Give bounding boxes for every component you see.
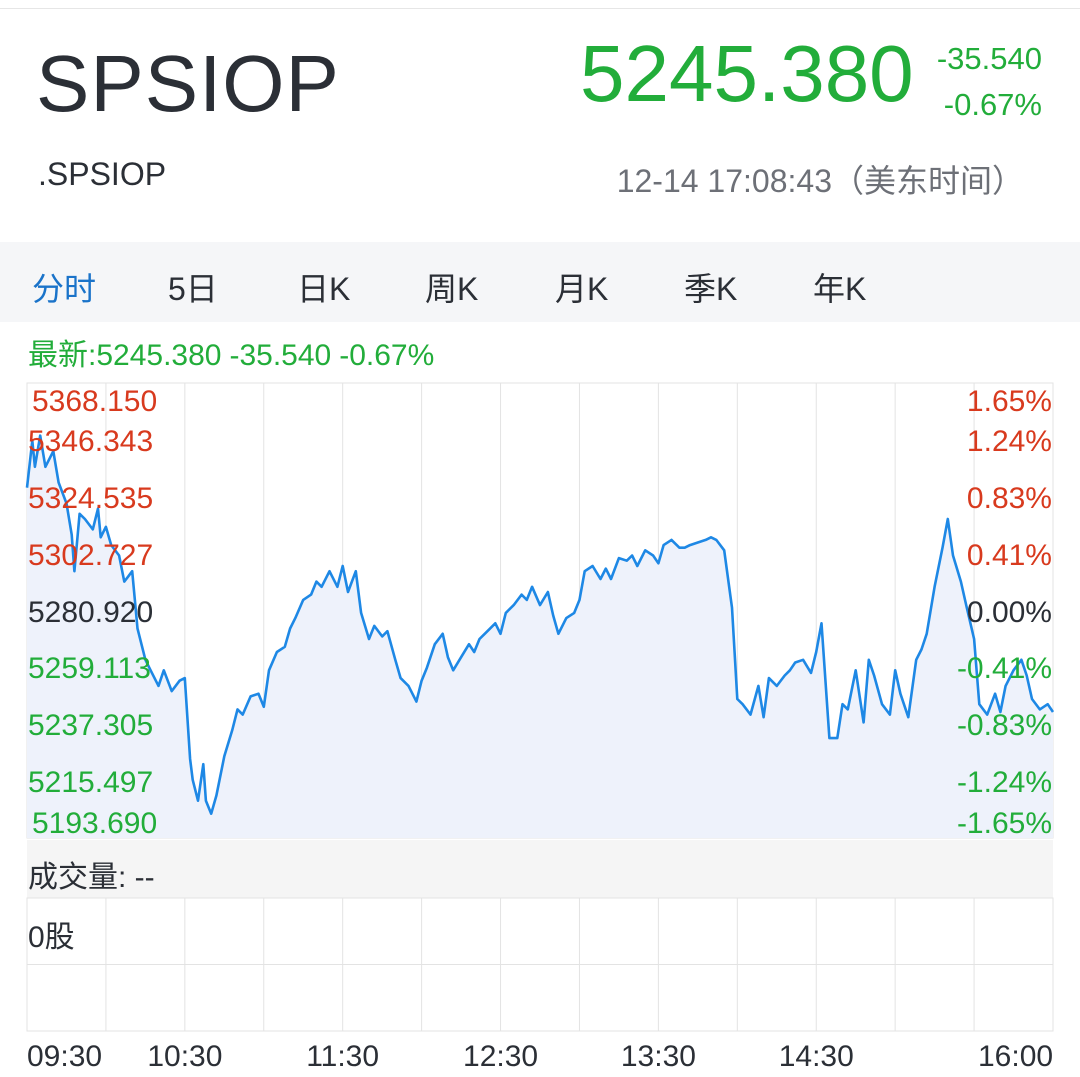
tab-daily-k[interactable]: 日K [297,271,351,307]
latest-quote-line: 最新:5245.380 -35.540 -0.67% [28,330,442,374]
y-axis-percent-label: 0.83% [967,482,1052,515]
y-axis-percent-label: -0.41% [957,652,1052,685]
tab-weekly-k[interactable]: 周K [425,271,479,307]
tab-yearly-k[interactable]: 年K [813,271,867,307]
x-axis-time-label: 11:30 [306,1040,380,1073]
stock-code: .SPSIOP [38,156,167,192]
y-axis-price-label: 5259.113 [28,652,151,685]
current-price: 5245.380 [580,29,914,118]
y-axis-price-label: 5237.305 [28,709,153,742]
volume-header-bar [27,840,1053,898]
x-axis-time-label: 10:30 [147,1040,223,1073]
price-change: -35.540 [936,41,1042,76]
x-axis-time-label: 14:30 [778,1040,854,1073]
price-change-block: -35.540 -0.67% [937,36,1042,128]
period-tab-bar [0,242,1080,322]
y-axis-percent-label: -1.65% [957,807,1052,840]
y-axis-percent-label: 0.00% [967,596,1052,629]
y-axis-price-label: 5215.497 [28,766,153,799]
stock-symbol: SPSIOP [36,39,340,128]
x-axis-time-label: 13:30 [620,1040,696,1073]
tab-quarterly-k[interactable]: 季K [684,271,738,307]
x-axis-time-label: 09:30 [27,1040,103,1073]
price-area-fill [27,435,1053,838]
y-axis-price-label: 5346.343 [28,425,153,458]
y-axis-price-label: 5280.920 [28,596,153,629]
quote-timestamp: 12-14 17:08:43（美东时间） [616,163,1024,199]
y-axis-percent-label: 1.24% [967,425,1052,458]
latest-price: 最新:5245.380 [28,339,222,372]
top-divider [0,8,1080,9]
y-axis-percent-label: -1.24% [957,766,1052,799]
tab-5day[interactable]: 5日 [168,271,218,307]
latest-change-percent: -0.67% [339,339,435,372]
latest-change: -35.540 [229,339,332,372]
y-axis-percent-label: 1.65% [967,385,1052,418]
price-change-percent: -0.67% [943,87,1042,122]
y-axis-percent-label: 0.41% [967,539,1052,572]
volume-label: 成交量: -- [28,861,155,894]
volume-value: 0股 [28,921,75,954]
y-axis-price-label: 5302.727 [28,539,153,572]
tab-intraday[interactable]: 分时 [32,271,97,307]
y-axis-price-label: 5324.535 [28,482,153,515]
y-axis-price-label: 5368.150 [32,385,157,418]
price-line [25,434,1055,815]
y-axis-price-label: 5193.690 [32,807,157,840]
x-axis-time-label: 12:30 [463,1040,539,1073]
y-axis-percent-label: -0.83% [957,709,1052,742]
x-axis-time-label: 16:00 [978,1040,1054,1073]
tab-monthly-k[interactable]: 月K [555,271,609,307]
